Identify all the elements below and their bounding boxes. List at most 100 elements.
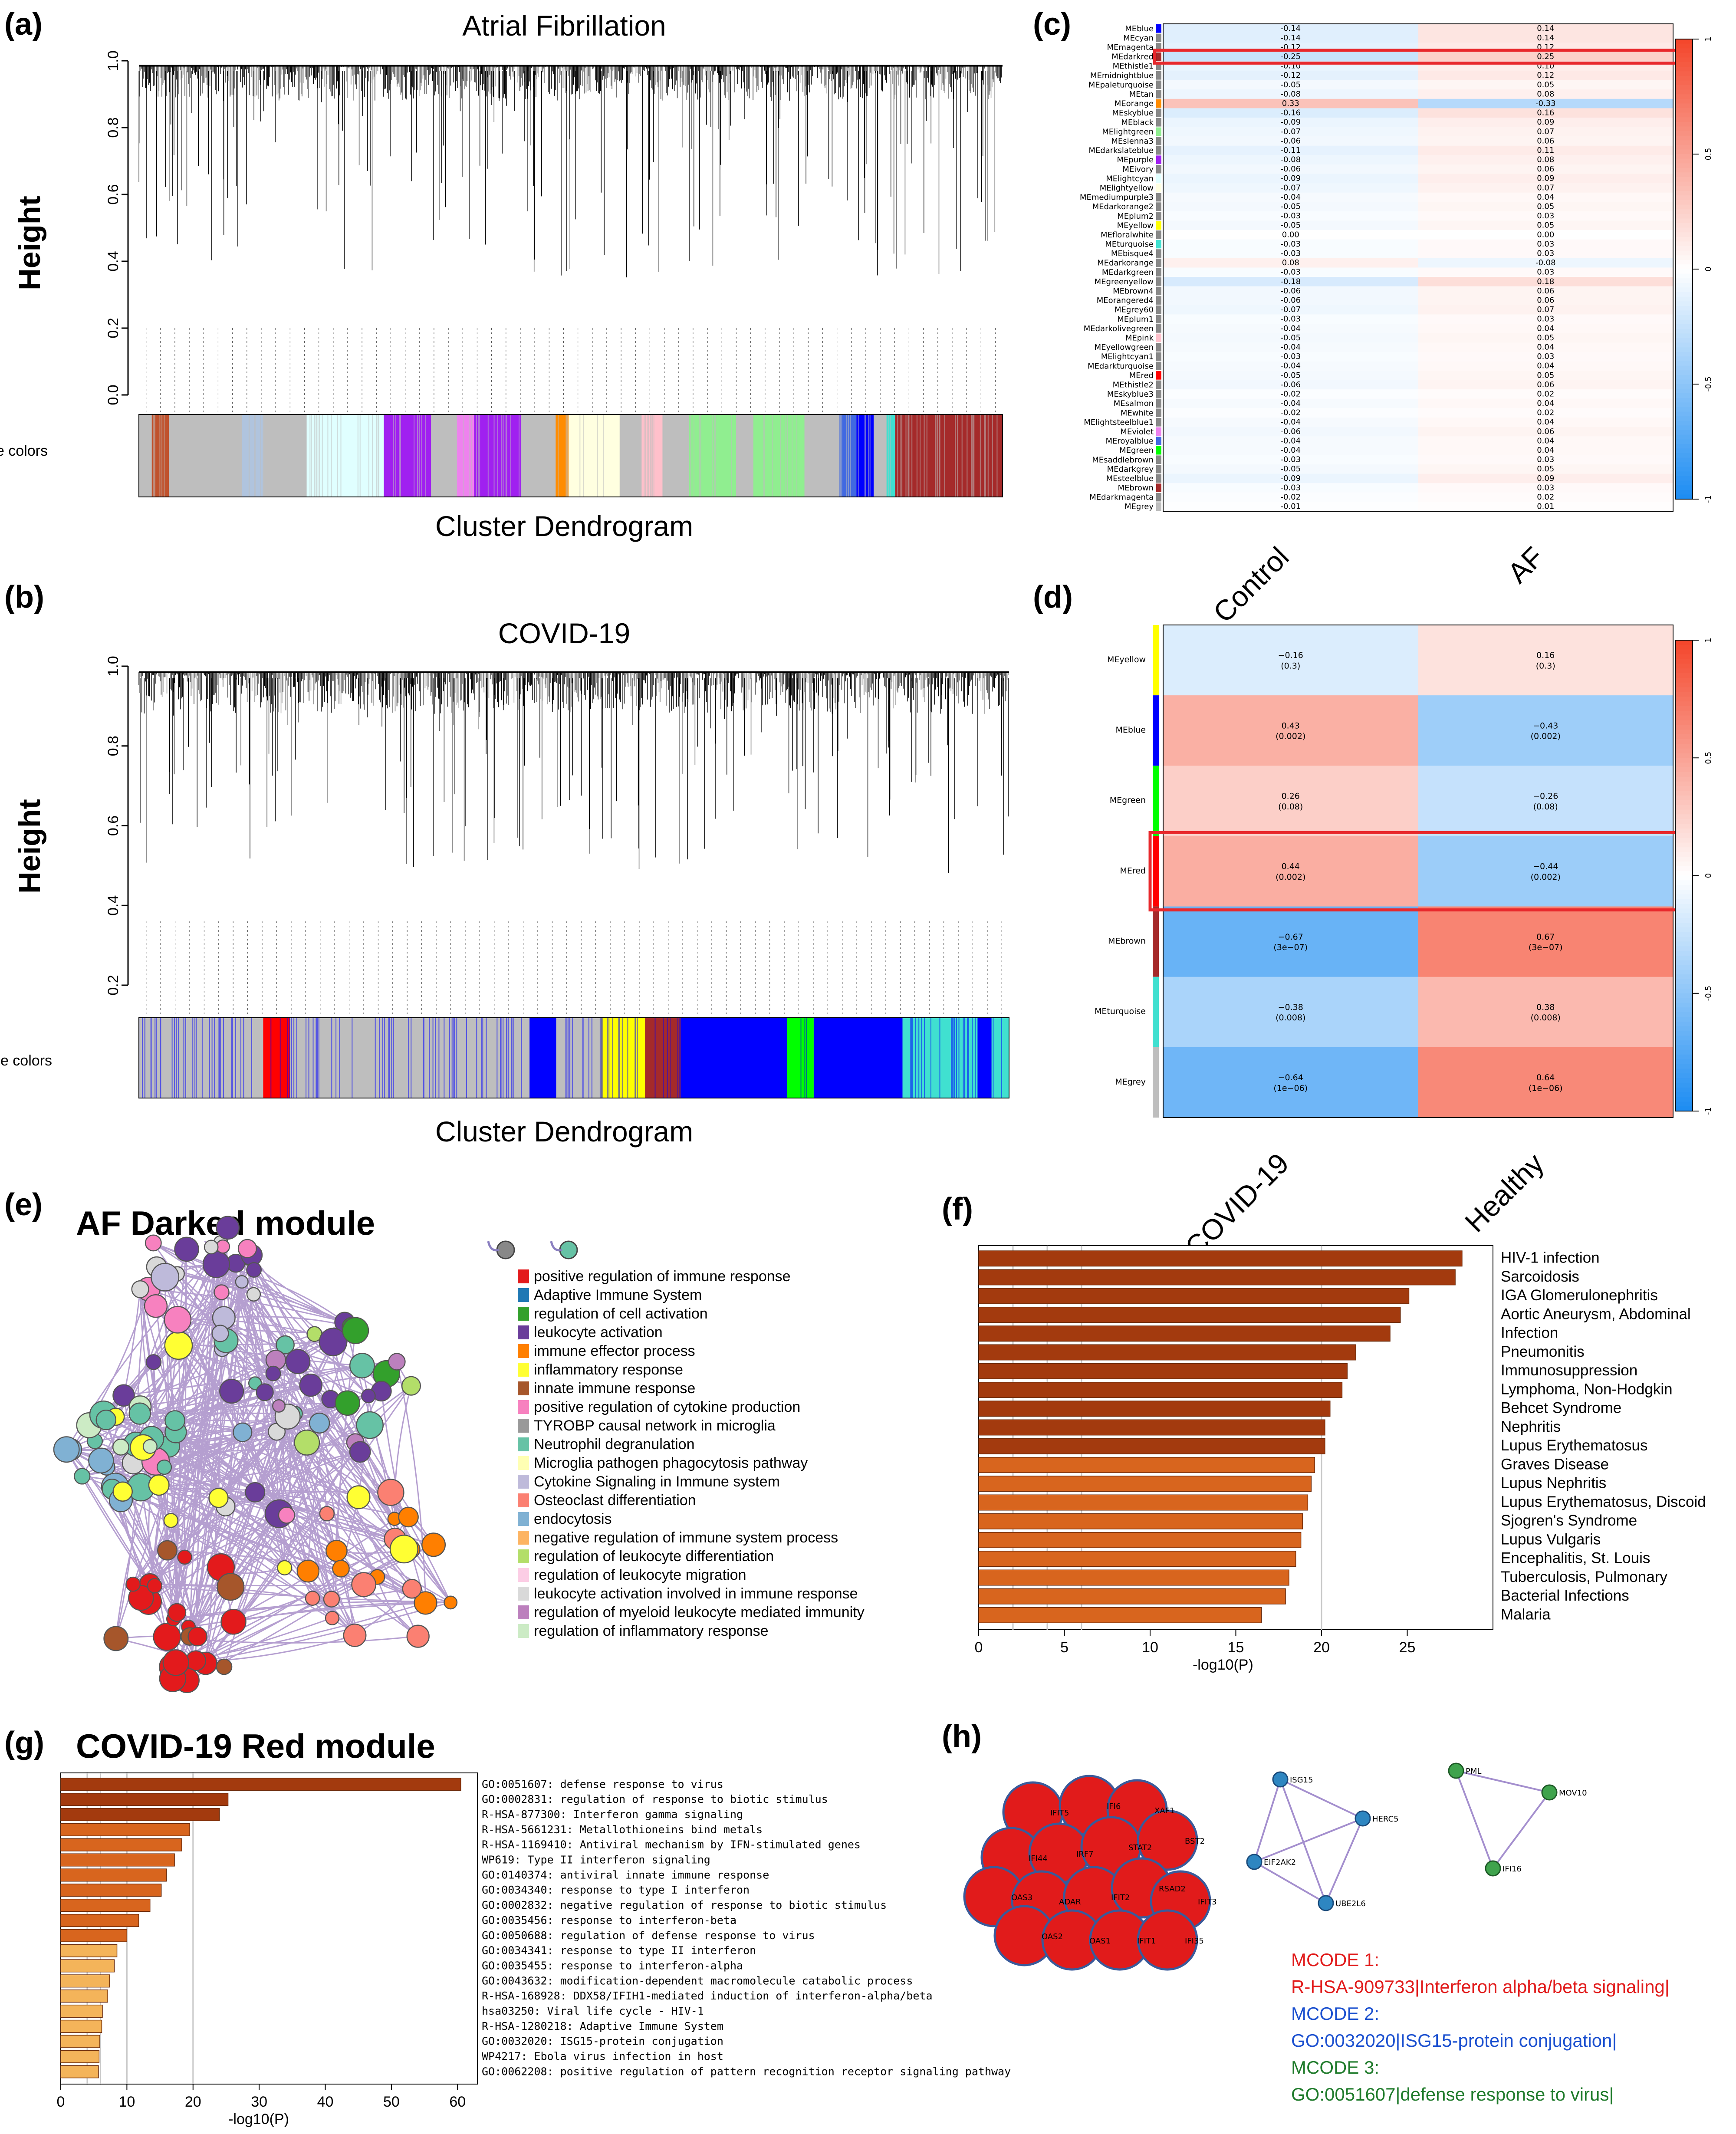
- colorbar-step: [1675, 908, 1693, 914]
- legend-label: TYROBP causal network in microglia: [534, 1417, 776, 1434]
- colorbar-step: [1675, 1040, 1693, 1046]
- heat-cell-text: 0.08: [1537, 155, 1554, 164]
- colorbar-step: [1675, 861, 1693, 867]
- heat-cell-text: -0.09: [1280, 174, 1301, 183]
- row-color-swatch: [1156, 502, 1161, 511]
- heat-row-label: MEdarkgreen: [1102, 268, 1154, 277]
- colorbar-step: [1675, 476, 1693, 481]
- colorbar-step: [1675, 71, 1693, 76]
- heat-cell-text: 0.03: [1537, 315, 1554, 324]
- row-color-swatch: [1156, 164, 1161, 174]
- colorbar-step: [1675, 1017, 1693, 1022]
- network-node: [235, 1275, 249, 1289]
- colorbar-step: [1675, 356, 1693, 362]
- network-node: [74, 1468, 91, 1485]
- heat-cell-text: -0.08: [1280, 155, 1301, 164]
- mcode1-gene-label: IFI35: [1185, 1937, 1204, 1946]
- colorbar-step: [1675, 126, 1693, 132]
- colorbar-step: [1675, 1049, 1693, 1055]
- heat-cell-text: -0.06: [1280, 164, 1301, 174]
- legend-label: innate immune response: [534, 1380, 695, 1397]
- heat-cell-text: -0.03: [1280, 240, 1301, 249]
- colorbar-step: [1675, 53, 1693, 58]
- module-color-segment: [139, 414, 152, 497]
- panel-a-y-axis: 0.0 0.2 0.4 0.6 0.8 1.0: [105, 50, 129, 405]
- colorbar-step: [1675, 62, 1693, 67]
- bar-category-label: Behcet Syndrome: [1501, 1400, 1621, 1417]
- heat-cell-pvalue: (3e−07): [1273, 943, 1308, 952]
- module-color-segment: [873, 414, 887, 497]
- module-color-segment: [886, 414, 895, 497]
- heat-cell-text: 0.05: [1537, 464, 1554, 473]
- heat-cell-pvalue: (0.002): [1276, 872, 1305, 882]
- colorbar-step: [1675, 365, 1693, 371]
- row-color-swatch: [1156, 184, 1161, 192]
- mcode1-gene-label: RSAD2: [1159, 1884, 1186, 1894]
- heat-cell: [1163, 220, 1419, 231]
- legend-swatch: [518, 1512, 529, 1526]
- colorbar-step: [1675, 1073, 1693, 1079]
- heat-cell-text: 0.06: [1537, 286, 1554, 296]
- colorbar-step: [1675, 829, 1693, 834]
- heat-cell-text: -0.09: [1280, 118, 1301, 127]
- heat-cell: [1418, 211, 1673, 221]
- heat-cell: [1163, 314, 1419, 325]
- module-color-segment: [753, 414, 805, 497]
- row-color-swatch: [1156, 380, 1161, 389]
- mcode2-node: [1246, 1854, 1263, 1870]
- bar-category-label: GO:0035456: response to interferon-beta: [482, 1914, 736, 1927]
- network-node: [389, 1535, 418, 1564]
- bar-category-label: HIV-1 infection: [1501, 1249, 1600, 1266]
- bar: [60, 1884, 162, 1897]
- heat-row-label: MEdarkslateblue: [1088, 146, 1154, 155]
- colorbar-step: [1675, 682, 1693, 688]
- heat-cell: [1418, 1047, 1674, 1118]
- colorbar-step: [1675, 296, 1693, 302]
- row-color-swatch: [1156, 221, 1161, 230]
- network-node: [216, 1658, 233, 1675]
- bar: [60, 2019, 102, 2033]
- legend-swatch: [518, 1549, 529, 1563]
- mcode2-gene-label: ISG15: [1290, 1776, 1313, 1785]
- heat-column-label: Healthy: [1459, 1147, 1550, 1239]
- colorbar-step: [1675, 158, 1693, 164]
- bar-category-label: GO:0043632: modification-dependent macro…: [482, 1974, 913, 1987]
- network-node: [305, 1591, 320, 1606]
- colorbar-step: [1675, 904, 1693, 909]
- mcode1-gene-label: ADAR: [1059, 1897, 1081, 1907]
- network-node: [245, 1482, 266, 1503]
- heat-cell-text: -0.02: [1280, 389, 1301, 398]
- heat-row-label: MEivory: [1122, 165, 1154, 174]
- colorbar-step: [1675, 80, 1693, 85]
- legend-swatch: [518, 1288, 529, 1302]
- heat-cell: [1418, 277, 1673, 287]
- legend-swatch: [518, 1493, 529, 1507]
- heat-cell-text: -0.09: [1280, 474, 1301, 483]
- bar-category-label: Graves Disease: [1501, 1456, 1609, 1473]
- heat-cell: [1418, 136, 1673, 146]
- colorbar-step: [1675, 333, 1693, 339]
- bar: [60, 1944, 118, 1957]
- module-color-segment: [521, 414, 556, 497]
- heat-cell-text: -0.03: [1280, 483, 1301, 492]
- colorbar-step: [1675, 974, 1693, 980]
- colorbar-step: [1675, 352, 1693, 357]
- legend-label: negative regulation of immune system pro…: [534, 1529, 838, 1546]
- heat-cell: [1418, 220, 1673, 231]
- colorbar-step: [1675, 743, 1693, 749]
- network-node: [112, 1384, 135, 1407]
- row-color-swatch: [1156, 408, 1161, 418]
- row-color-swatch: [1153, 906, 1159, 977]
- bar: [60, 2005, 103, 2018]
- colorbar-tick-label: -0.5: [1704, 376, 1713, 391]
- bar: [978, 1438, 1325, 1454]
- colorbar-step: [1675, 214, 1693, 219]
- colorbar-step: [1675, 871, 1693, 876]
- colorbar-step: [1675, 172, 1693, 178]
- heat-cell-text: -0.06: [1280, 296, 1301, 305]
- colorbar-step: [1675, 1059, 1693, 1065]
- colorbar-step: [1675, 880, 1693, 886]
- heat-row-label: MEfloralwhite: [1101, 230, 1154, 240]
- heat-cell: [1418, 766, 1674, 837]
- bar: [978, 1607, 1262, 1623]
